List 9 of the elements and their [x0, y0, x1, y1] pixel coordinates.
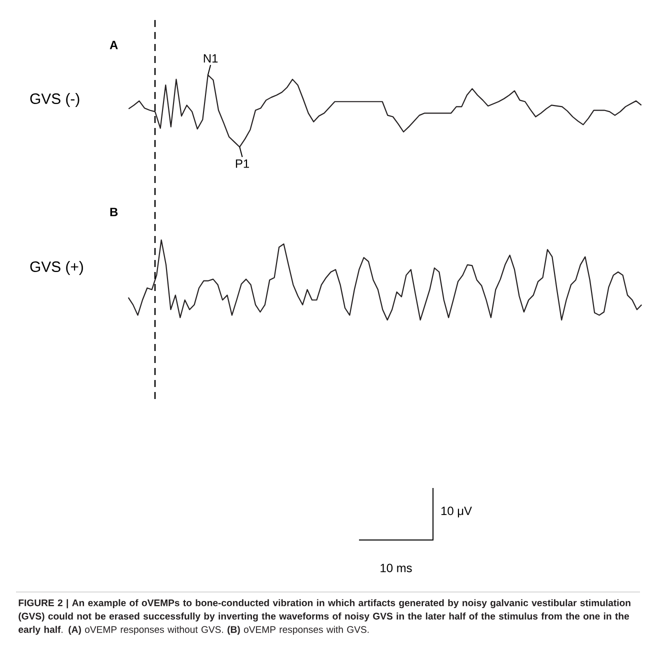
y-axis-title: GVS (+) [30, 261, 83, 275]
text: 10 ms [380, 564, 412, 572]
text: FIGURE 2 | An example of oVEMPs to bone-conducted vibration in which artifacts generated by noisy galvanic vestibular stimulation (GVS) could not be erased successfully by inverting the waveforms of noisy GVS in the later half of the stimulus from the one in the early half. (A) oVEMP responses without GVS. (B) oVEMP responses with GVS. [18, 599, 630, 635]
chart-title: A [110, 40, 118, 50]
annotation: N1 [204, 54, 218, 62]
chart-title: B [110, 208, 118, 216]
annotation: P1 [236, 159, 250, 168]
y-axis-title: GVS (-) [30, 93, 80, 107]
text: 10 μV [441, 506, 472, 518]
